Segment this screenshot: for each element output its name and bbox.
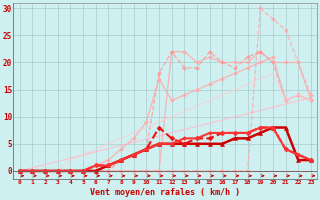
X-axis label: Vent moyen/en rafales ( km/h ): Vent moyen/en rafales ( km/h )	[90, 188, 240, 197]
